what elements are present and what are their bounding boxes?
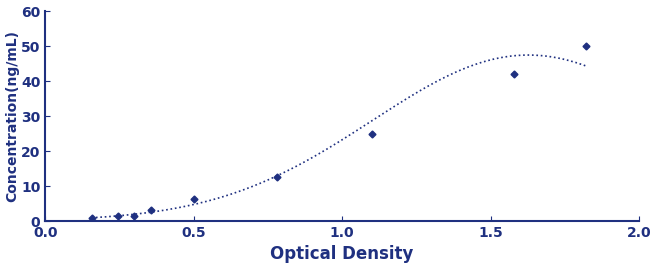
- Y-axis label: Concentration(ng/mL): Concentration(ng/mL): [5, 30, 20, 202]
- X-axis label: Optical Density: Optical Density: [271, 245, 414, 263]
